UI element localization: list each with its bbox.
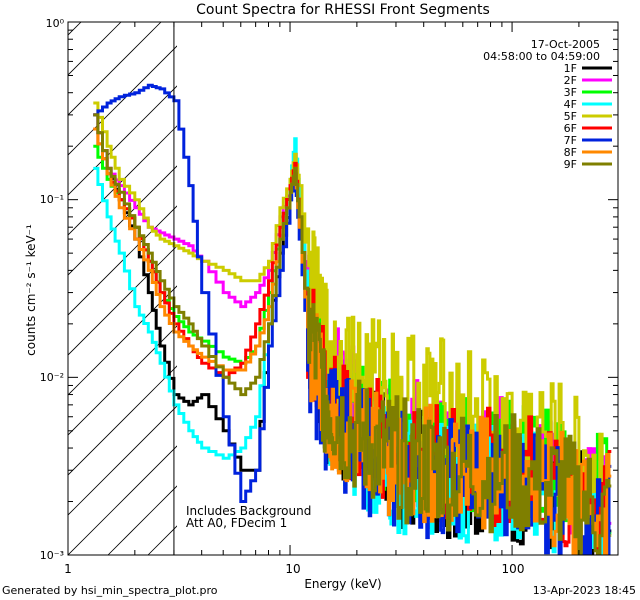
footer-timestamp: 13-Apr-2023 18:45 — [533, 584, 636, 597]
hatch-line — [68, 85, 177, 196]
y-tick-label: 10⁻² — [40, 371, 64, 384]
hatch-line — [0, 0, 108, 555]
annotation-background: Includes Background — [186, 504, 311, 518]
x-axis-ticks — [67, 22, 619, 555]
y-axis-label: counts cm⁻² s⁻¹ keV⁻¹ — [24, 224, 38, 356]
hatch-line — [68, 245, 177, 356]
hatch-line — [68, 45, 177, 156]
x-tick-label: 100 — [502, 562, 525, 576]
hatch-line — [68, 22, 122, 76]
hatch-line — [68, 205, 177, 316]
hatch-line — [68, 22, 162, 116]
footer-generator: Generated by hsi_min_spectra_plot.pro — [2, 584, 218, 597]
legend-label: 6F — [564, 122, 577, 135]
legend-label: 3F — [564, 86, 577, 99]
hatch-line — [68, 405, 177, 516]
legend-label: 9F — [564, 158, 577, 171]
series-line-9F — [93, 113, 612, 555]
plot-frame — [67, 21, 619, 556]
y-tick-label: 10⁻¹ — [40, 193, 64, 206]
legend-label: 2F — [564, 74, 577, 87]
x-axis-label: Energy (keV) — [304, 577, 381, 591]
series-layer — [93, 83, 612, 555]
hatch-line — [68, 165, 177, 276]
y-tick-label: 10⁰ — [46, 17, 65, 30]
y-axis-ticks — [68, 21, 618, 556]
legend-date: 17-Oct-2005 — [531, 38, 600, 51]
excluded-energy-hatch — [0, 0, 177, 555]
hatch-line — [68, 365, 177, 476]
legend-time-range: 04:58:00 to 04:59:00 — [483, 50, 600, 63]
chart-title: Count Spectra for RHESSI Front Segments — [196, 2, 490, 18]
hatch-line — [68, 22, 82, 36]
x-tick-label: 1 — [64, 562, 72, 576]
y-tick-label: 10⁻³ — [40, 549, 64, 562]
legend-label: 4F — [564, 98, 577, 111]
legend-label: 5F — [564, 110, 577, 123]
legend-label: 1F — [564, 62, 577, 75]
annotation-attenuator: Att A0, FDecim 1 — [186, 516, 287, 530]
legend-label: 7F — [564, 134, 577, 147]
x-tick-label: 10 — [285, 562, 300, 576]
hatch-line — [68, 445, 177, 555]
legend-label: 8F — [564, 146, 577, 159]
